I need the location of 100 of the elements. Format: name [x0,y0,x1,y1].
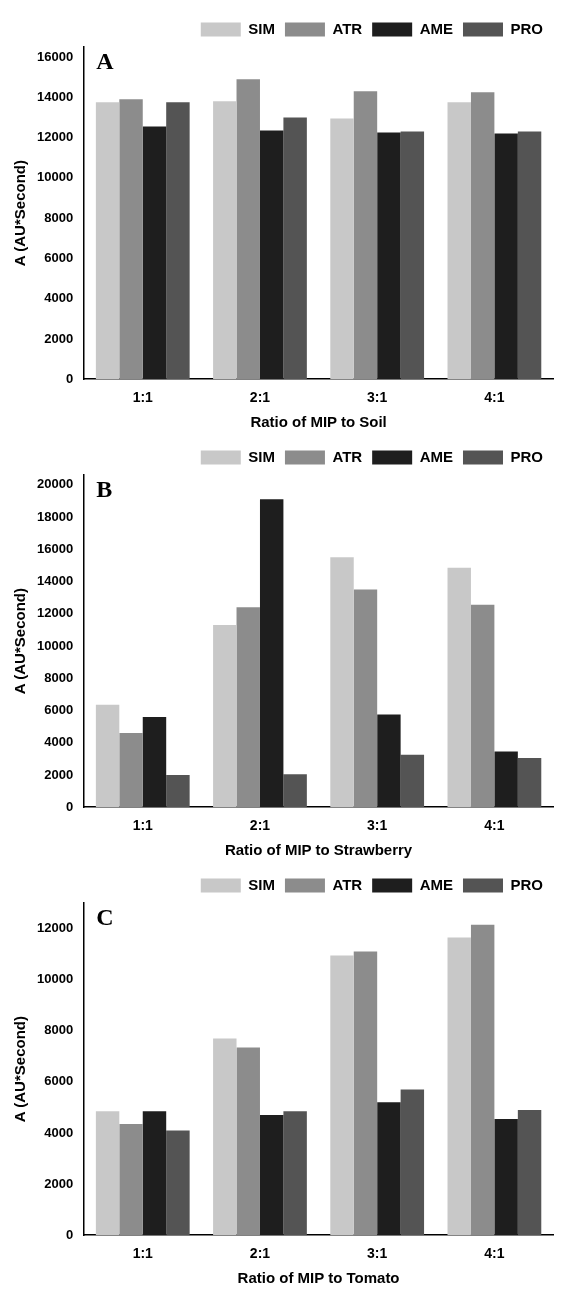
annotation: B [96,476,113,503]
x-tick-label: 2:1 [249,1245,271,1262]
y-tick-label: 10000 [36,971,74,987]
legend-label: ATR [332,19,363,37]
y-tick-label: 6000 [44,702,74,718]
bar [166,774,190,808]
y-tick-label: 4000 [44,290,74,306]
bar [236,1047,260,1236]
bar [119,1124,143,1236]
y-axis-title: A (AU*Second) [11,1016,29,1123]
bar [283,117,307,380]
bar [353,589,378,808]
y-tick-label: 12000 [36,920,74,936]
bar [470,92,495,380]
legend-label: ATR [332,447,363,465]
bar [142,716,167,808]
bar [330,955,354,1236]
bar [95,1111,120,1236]
y-tick-label: 12000 [36,605,74,621]
bar [517,758,542,808]
y-tick-label: 2000 [44,330,74,346]
bar [400,754,425,808]
legend-label: PRO [510,19,544,37]
bar [517,131,542,380]
legend-label: AME [419,875,454,893]
bar [259,130,284,380]
bar [236,79,260,380]
x-tick-label: 3:1 [367,389,388,406]
y-tick-label: 10000 [36,169,74,185]
legend-label: PRO [510,875,544,893]
bar [166,102,190,380]
y-tick-label: 6000 [44,1073,74,1089]
bar [494,133,518,380]
bar [283,1111,307,1236]
bar [236,607,260,808]
y-tick-label: 20000 [36,476,74,492]
legend-label: ATR [332,875,363,893]
x-tick-label: 3:1 [367,1245,388,1262]
legend-label: PRO [510,447,544,465]
bar [400,1089,425,1236]
bar [330,557,354,808]
bar [377,132,401,380]
bar [213,1038,237,1236]
bar [119,99,143,380]
annotation: C [96,904,114,931]
bar [142,1111,167,1236]
bar [95,102,120,380]
y-tick-label: 10000 [36,637,74,653]
x-axis-title: Ratio of MIP to Strawberry [224,841,413,859]
y-tick-label: 2000 [44,1175,74,1191]
x-tick-label: 4:1 [484,389,505,406]
y-tick-label: 0 [65,798,74,814]
y-tick-label: 2000 [44,766,74,782]
x-tick-label: 2:1 [249,389,271,406]
x-tick-label: 1:1 [132,817,154,834]
bar [259,1115,284,1236]
legend-label: SIM [248,447,275,465]
x-axis-title: Ratio of MIP to Tomato [237,1269,400,1287]
bar [494,751,518,808]
bar [353,951,378,1236]
bar [283,774,307,808]
bar [377,1102,401,1236]
bar [447,102,471,380]
bar [213,101,237,380]
x-tick-label: 1:1 [132,389,154,406]
legend-label: AME [419,19,454,37]
bar [377,714,401,808]
y-tick-label: 4000 [44,1124,74,1140]
bar [259,499,284,808]
y-tick-label: 6000 [44,249,74,265]
bar [119,733,143,808]
bar [166,1130,190,1236]
y-tick-label: 18000 [36,508,74,524]
y-tick-label: 8000 [44,209,74,225]
x-tick-label: 1:1 [132,1245,154,1262]
bar [353,91,378,380]
y-tick-label: 14000 [36,573,74,589]
x-tick-label: 3:1 [367,817,388,834]
bar [517,1109,542,1236]
y-axis-title: A (AU*Second) [11,160,29,267]
y-axis-title: A (AU*Second) [11,588,29,695]
y-tick-label: 4000 [44,734,74,750]
bar [330,118,354,380]
bar [142,126,167,380]
bar [447,937,471,1236]
x-tick-label: 4:1 [484,1245,505,1262]
legend-label: SIM [248,19,275,37]
bar [494,1118,518,1236]
bar [213,624,237,808]
y-tick-label: 16000 [36,48,74,64]
bar [470,604,495,808]
bar [470,924,495,1236]
legend-label: AME [419,447,454,465]
annotation: A [96,48,115,75]
x-axis-title: Ratio of MIP to Soil [250,413,387,431]
bar [400,131,425,380]
x-tick-label: 4:1 [484,817,505,834]
y-tick-label: 14000 [36,88,74,104]
y-tick-label: 8000 [44,1022,74,1038]
bar [447,567,471,808]
